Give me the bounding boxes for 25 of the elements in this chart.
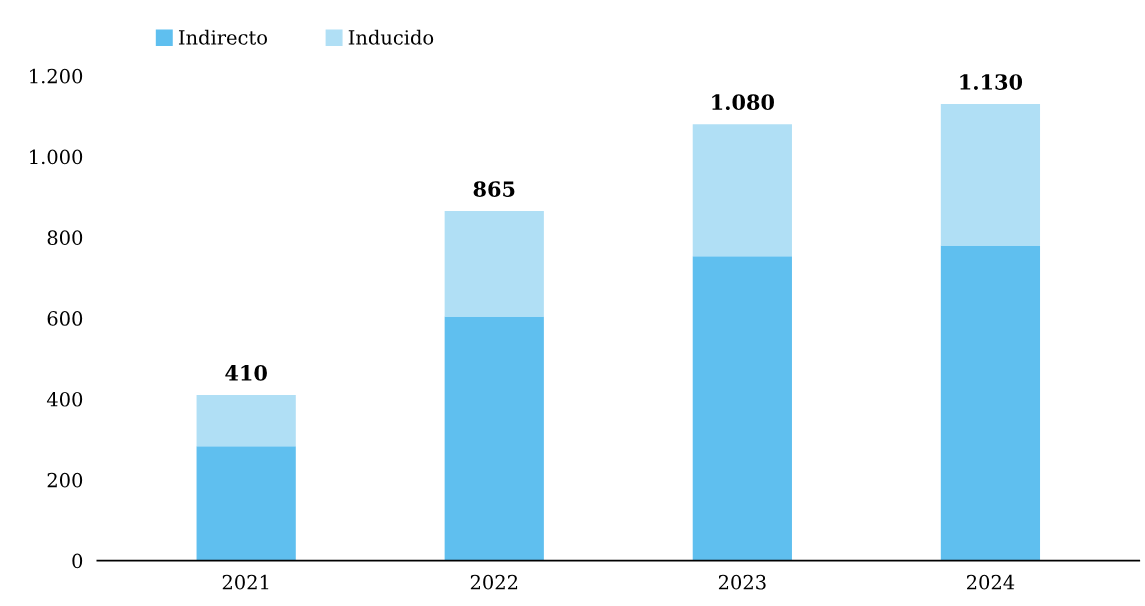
legend-label: Inducido (348, 29, 434, 45)
bar (196, 394, 296, 447)
legend-label: Indirecto (178, 29, 267, 45)
bar (444, 211, 544, 317)
total-label: 410 (225, 365, 267, 381)
bar (940, 245, 1041, 561)
y-tick-label: 0 (72, 553, 83, 569)
total-label: 865 (473, 181, 515, 197)
bar (692, 256, 792, 561)
y-tick-label: 600 (47, 311, 83, 326)
x-tick-label: 2023 (718, 574, 766, 590)
y-tick-label: 400 (46, 391, 83, 407)
x-tick-label: 2022 (470, 574, 518, 590)
y-tick-label: 1.200 (30, 68, 83, 84)
total-label: 1.130 (960, 74, 1023, 90)
bar (196, 446, 296, 561)
total-label: 1.080 (712, 94, 774, 111)
bar (692, 124, 792, 257)
x-tick-label: 2024 (967, 574, 1015, 590)
y-tick-label: 1.000 (30, 149, 83, 165)
y-tick-label: 800 (47, 230, 83, 246)
y-tick-label: 200 (47, 472, 83, 488)
bar (444, 316, 544, 561)
bar (940, 104, 1041, 246)
x-tick-label: 2021 (222, 574, 269, 590)
